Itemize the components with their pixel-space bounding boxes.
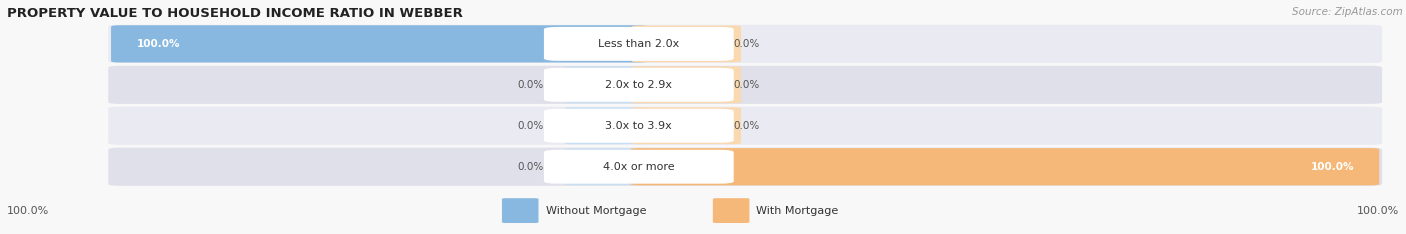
Text: 3.0x to 3.9x: 3.0x to 3.9x — [606, 121, 672, 131]
FancyBboxPatch shape — [631, 26, 741, 62]
Text: 0.0%: 0.0% — [517, 121, 544, 131]
FancyBboxPatch shape — [544, 27, 734, 61]
Text: 100.0%: 100.0% — [1310, 162, 1354, 172]
Text: 0.0%: 0.0% — [734, 39, 761, 49]
Text: Less than 2.0x: Less than 2.0x — [598, 39, 679, 49]
Text: PROPERTY VALUE TO HOUSEHOLD INCOME RATIO IN WEBBER: PROPERTY VALUE TO HOUSEHOLD INCOME RATIO… — [7, 7, 463, 20]
Text: 100.0%: 100.0% — [7, 206, 49, 216]
FancyBboxPatch shape — [108, 66, 1382, 104]
FancyBboxPatch shape — [111, 25, 647, 62]
Text: Without Mortgage: Without Mortgage — [546, 206, 645, 216]
Text: Source: ZipAtlas.com: Source: ZipAtlas.com — [1292, 7, 1403, 17]
Text: 0.0%: 0.0% — [734, 80, 761, 90]
FancyBboxPatch shape — [631, 66, 741, 103]
FancyBboxPatch shape — [108, 107, 1382, 145]
Text: 0.0%: 0.0% — [517, 80, 544, 90]
FancyBboxPatch shape — [108, 25, 1382, 63]
FancyBboxPatch shape — [502, 198, 538, 223]
FancyBboxPatch shape — [544, 150, 734, 184]
Text: 0.0%: 0.0% — [517, 162, 544, 172]
FancyBboxPatch shape — [631, 107, 741, 144]
FancyBboxPatch shape — [108, 148, 1382, 186]
Text: 100.0%: 100.0% — [1357, 206, 1399, 216]
FancyBboxPatch shape — [564, 107, 645, 144]
FancyBboxPatch shape — [713, 198, 749, 223]
Text: 100.0%: 100.0% — [136, 39, 180, 49]
FancyBboxPatch shape — [630, 148, 1379, 185]
FancyBboxPatch shape — [564, 148, 645, 185]
Text: 0.0%: 0.0% — [734, 121, 761, 131]
FancyBboxPatch shape — [564, 66, 645, 103]
Text: 4.0x or more: 4.0x or more — [603, 162, 675, 172]
Text: 2.0x to 2.9x: 2.0x to 2.9x — [606, 80, 672, 90]
FancyBboxPatch shape — [544, 109, 734, 143]
Text: With Mortgage: With Mortgage — [756, 206, 838, 216]
FancyBboxPatch shape — [544, 68, 734, 102]
